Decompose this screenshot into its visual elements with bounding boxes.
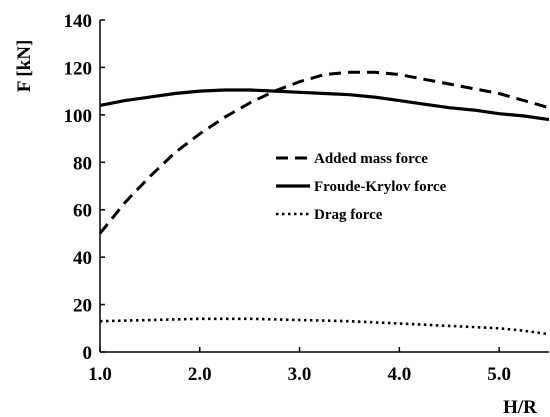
legend-label-1: Added mass force [314, 151, 428, 167]
axes: 0 20 40 60 80 100 120 140 1.0 2.0 3.0 4.0 5.0 [64, 11, 549, 385]
legend-label-3: Drag force [314, 207, 383, 223]
x-tick-label: 5.0 [487, 364, 511, 385]
y-tick-label: 140 [64, 11, 93, 32]
y-tick-label: 80 [73, 153, 92, 174]
x-tick-label: 4.0 [387, 364, 411, 385]
y-tick-label: 0 [83, 343, 93, 364]
series-line-3 [99, 317, 550, 336]
x-tick-label: 2.0 [188, 364, 212, 385]
x-axis-label: H/R [503, 397, 537, 417]
x-tick-label: 3.0 [288, 364, 312, 385]
y-tick-label: 60 [73, 201, 92, 222]
series-line-2 [99, 88, 550, 122]
y-tick-label: 20 [73, 296, 92, 317]
y-axis-label: F [kN] [14, 40, 35, 93]
legend: Added mass force Froude-Krylov force Drag … [276, 151, 447, 223]
y-tick-label: 120 [64, 58, 93, 79]
y-tick-label: 100 [64, 106, 93, 127]
series-layer [98, 70, 550, 336]
x-tick-label: 1.0 [88, 364, 112, 385]
y-tick-label: 40 [73, 248, 92, 269]
legend-label-2: Froude-Krylov force [314, 179, 447, 195]
